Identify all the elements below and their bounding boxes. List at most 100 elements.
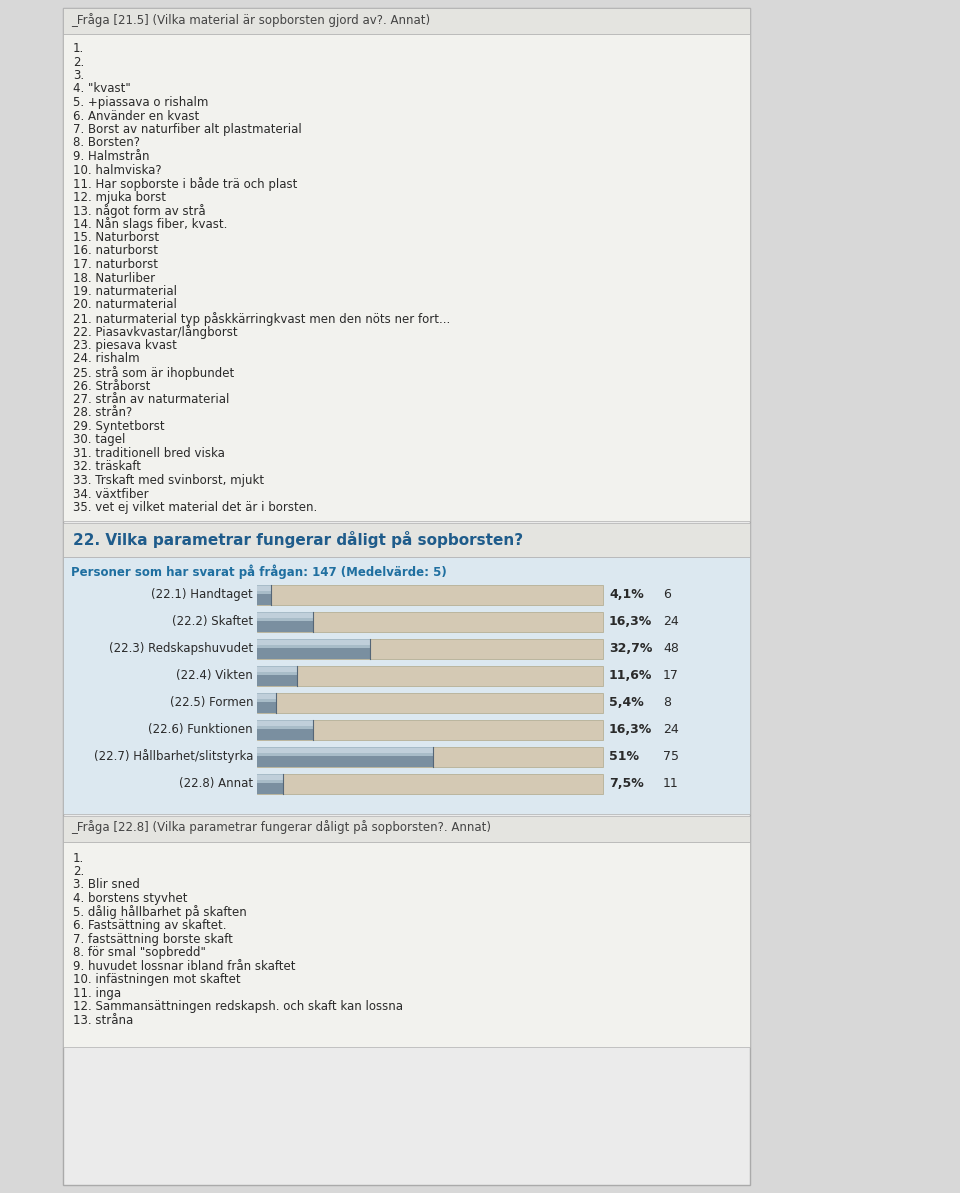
Text: 24. rishalm: 24. rishalm xyxy=(73,352,139,365)
Text: _Fråga [21.5] (Vilka material är sopborsten gjord av?. Annat): _Fråga [21.5] (Vilka material är sopbors… xyxy=(71,13,430,27)
Text: 8. för smal "sopbredd": 8. för smal "sopbredd" xyxy=(73,946,205,959)
Text: 3. Blir sned: 3. Blir sned xyxy=(73,878,140,891)
Text: 4. "kvast": 4. "kvast" xyxy=(73,82,131,95)
Text: 33. Trskaft med svinborst, mjukt: 33. Trskaft med svinborst, mjukt xyxy=(73,474,264,487)
Text: 3.: 3. xyxy=(73,69,84,82)
Text: 6: 6 xyxy=(663,588,671,601)
Text: 75: 75 xyxy=(663,750,679,764)
Bar xyxy=(63,8,750,33)
Bar xyxy=(257,666,298,674)
Text: (22.6) Funktionen: (22.6) Funktionen xyxy=(149,723,253,736)
Text: (22.1) Handtaget: (22.1) Handtaget xyxy=(152,588,253,601)
Text: 11. Har sopborste i både trä och plast: 11. Har sopborste i både trä och plast xyxy=(73,177,298,191)
Text: _Fråga [22.8] (Vilka parametrar fungerar dåligt på sopborsten?. Annat): _Fråga [22.8] (Vilka parametrar fungerar… xyxy=(71,821,491,834)
Text: 5. dålig hållbarhet på skaften: 5. dålig hållbarhet på skaften xyxy=(73,905,247,920)
Bar xyxy=(63,841,750,1047)
Text: 10. halmviska?: 10. halmviska? xyxy=(73,163,161,177)
Text: 11,6%: 11,6% xyxy=(609,669,653,682)
Bar xyxy=(257,648,371,659)
Bar xyxy=(257,694,276,698)
Text: 2.: 2. xyxy=(73,56,84,68)
Text: 12. Sammansättningen redskapsh. och skaft kan lossna: 12. Sammansättningen redskapsh. och skaf… xyxy=(73,1000,403,1013)
Text: 26. Stråborst: 26. Stråborst xyxy=(73,379,151,392)
Text: 24: 24 xyxy=(663,616,679,628)
Text: 27. strån av naturmaterial: 27. strån av naturmaterial xyxy=(73,392,229,406)
Bar xyxy=(257,620,313,631)
Text: 7. fastsättning borste skaft: 7. fastsättning borste skaft xyxy=(73,933,233,946)
Text: 22. Vilka parametrar fungerar dåligt på sopborsten?: 22. Vilka parametrar fungerar dåligt på … xyxy=(73,531,523,548)
Text: 17. naturborst: 17. naturborst xyxy=(73,258,158,271)
Text: 13. något form av strå: 13. något form av strå xyxy=(73,204,205,218)
Bar xyxy=(63,8,750,1185)
Text: 23. piesava kvast: 23. piesava kvast xyxy=(73,339,177,352)
Text: 48: 48 xyxy=(663,642,679,655)
Text: 5. +piassava o rishalm: 5. +piassava o rishalm xyxy=(73,95,208,109)
Text: 6. Fastsättning av skaftet.: 6. Fastsättning av skaftet. xyxy=(73,919,227,932)
Bar xyxy=(257,586,271,591)
Text: 18. Naturliber: 18. Naturliber xyxy=(73,272,156,284)
Bar xyxy=(257,747,603,766)
Text: (22.3) Redskapshuvudet: (22.3) Redskapshuvudet xyxy=(108,642,253,655)
Text: (22.2) Skaftet: (22.2) Skaftet xyxy=(172,616,253,628)
Text: 30. tagel: 30. tagel xyxy=(73,433,126,446)
Text: 9. huvudet lossnar ibland från skaftet: 9. huvudet lossnar ibland från skaftet xyxy=(73,959,296,972)
Bar xyxy=(63,816,750,841)
Bar xyxy=(257,612,313,620)
Text: 1.: 1. xyxy=(73,852,84,865)
Text: 13. stråna: 13. stråna xyxy=(73,1014,133,1026)
Bar xyxy=(257,666,603,686)
Bar xyxy=(257,585,603,605)
Text: (22.5) Formen: (22.5) Formen xyxy=(170,696,253,709)
Text: 4. borstens styvhet: 4. borstens styvhet xyxy=(73,892,187,905)
Text: 24: 24 xyxy=(663,723,679,736)
Bar xyxy=(257,612,603,631)
Bar xyxy=(63,523,750,556)
Text: 10. infästningen mot skaftet: 10. infästningen mot skaftet xyxy=(73,973,241,985)
Text: 11: 11 xyxy=(663,777,679,790)
Bar xyxy=(63,33,750,520)
Bar xyxy=(257,773,603,793)
Text: 6. Använder en kvast: 6. Använder en kvast xyxy=(73,110,200,123)
Text: 11. inga: 11. inga xyxy=(73,987,121,1000)
Text: 16. naturborst: 16. naturborst xyxy=(73,245,158,258)
Bar xyxy=(63,556,750,814)
Text: 32. träskaft: 32. träskaft xyxy=(73,460,141,474)
Text: 7,5%: 7,5% xyxy=(609,777,644,790)
Bar xyxy=(257,773,283,783)
Text: 8. Borsten?: 8. Borsten? xyxy=(73,136,140,149)
Bar xyxy=(257,775,283,779)
Bar xyxy=(257,701,276,712)
Bar xyxy=(257,613,313,618)
Bar xyxy=(257,729,313,740)
Bar xyxy=(257,747,434,755)
Text: 4,1%: 4,1% xyxy=(609,588,644,601)
Text: 19. naturmaterial: 19. naturmaterial xyxy=(73,285,177,298)
Bar xyxy=(257,748,434,753)
Text: 8: 8 xyxy=(663,696,671,709)
Bar xyxy=(257,674,298,686)
Text: 7. Borst av naturfiber alt plastmaterial: 7. Borst av naturfiber alt plastmaterial xyxy=(73,123,301,136)
Text: 1.: 1. xyxy=(73,42,84,55)
Bar xyxy=(257,719,313,729)
Text: (22.8) Annat: (22.8) Annat xyxy=(179,777,253,790)
Text: 16,3%: 16,3% xyxy=(609,723,652,736)
Bar xyxy=(257,755,434,766)
Bar xyxy=(257,641,371,644)
Text: (22.4) Vikten: (22.4) Vikten xyxy=(177,669,253,682)
Text: 12. mjuka borst: 12. mjuka borst xyxy=(73,191,166,204)
Text: Personer som har svarat på frågan: 147 (Medelvärde: 5): Personer som har svarat på frågan: 147 (… xyxy=(71,564,446,579)
Text: 31. traditionell bred viska: 31. traditionell bred viska xyxy=(73,447,225,460)
Bar xyxy=(257,638,603,659)
Text: 16,3%: 16,3% xyxy=(609,616,652,628)
Text: 51%: 51% xyxy=(609,750,639,764)
Text: 17: 17 xyxy=(663,669,679,682)
Bar xyxy=(257,692,276,701)
Text: (22.7) Hållbarhet/slitstyrka: (22.7) Hållbarhet/slitstyrka xyxy=(94,749,253,764)
Text: 21. naturmaterial typ påskkärringkvast men den nöts ner fort...: 21. naturmaterial typ påskkärringkvast m… xyxy=(73,313,450,326)
Text: 32,7%: 32,7% xyxy=(609,642,653,655)
Bar xyxy=(257,593,271,605)
Bar xyxy=(257,783,283,793)
Text: 34. växtfiber: 34. växtfiber xyxy=(73,488,149,501)
Bar xyxy=(257,585,271,593)
Text: 35. vet ej vilket material det är i borsten.: 35. vet ej vilket material det är i bors… xyxy=(73,501,317,514)
